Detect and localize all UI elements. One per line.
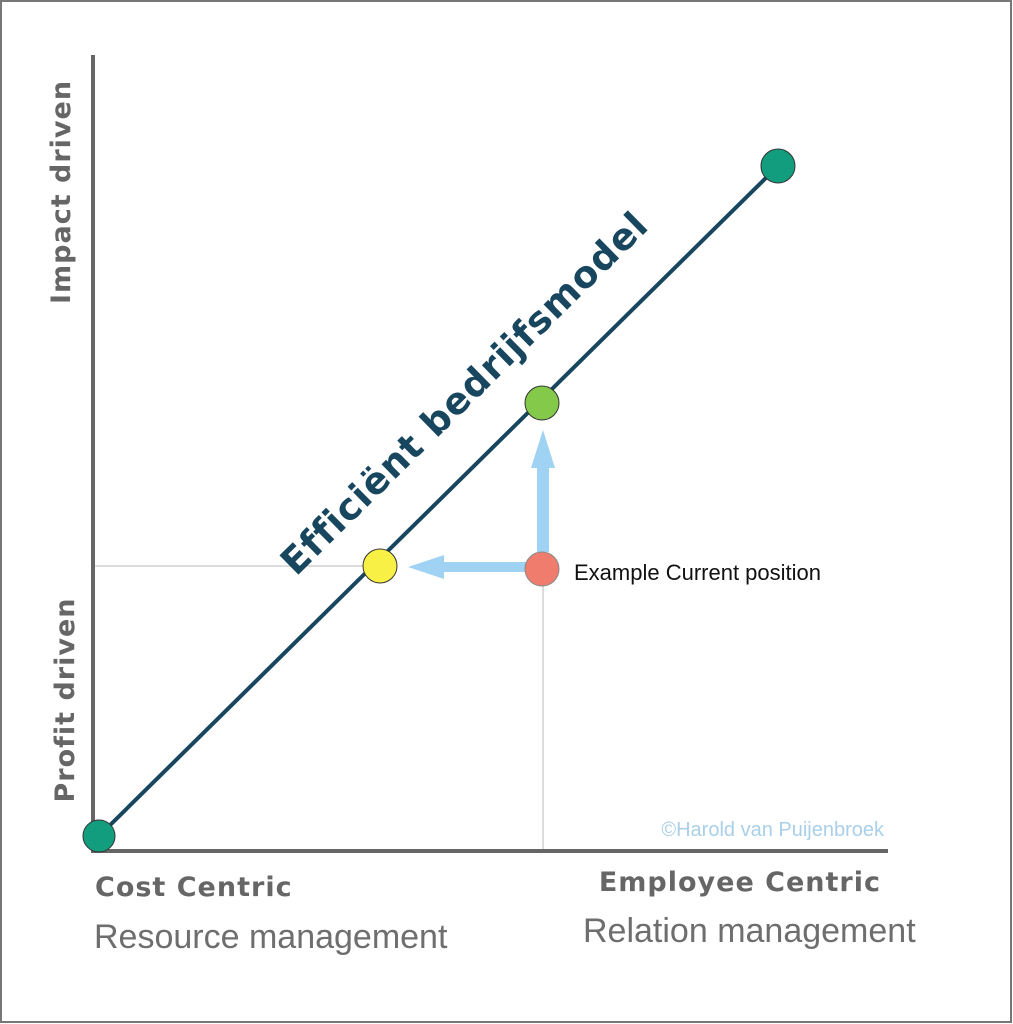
horizontal-arrow [408,555,528,579]
diagram-title: Efficiënt bedrijfsmodel [272,203,657,583]
current-position-label: Example Current position [574,560,821,585]
origin-point [82,819,116,853]
top-end-point [760,148,796,184]
x-axis-right-subtitle: Relation management [583,912,916,950]
y-axis-top-label: Impact driven [46,80,77,304]
current-position-point [524,551,560,587]
green-point [524,385,560,421]
copyright-text: ©Harold van Puijenbroek [661,819,885,841]
yellow-point [362,548,398,584]
vertical-arrow [531,430,555,552]
efficient-model-line [97,164,780,838]
x-axis-left-title: Cost Centric [95,872,293,903]
x-axis-left-subtitle: Resource management [94,918,448,956]
x-axis-right-title: Employee Centric [599,867,881,898]
y-axis-bottom-label: Profit driven [50,598,81,803]
